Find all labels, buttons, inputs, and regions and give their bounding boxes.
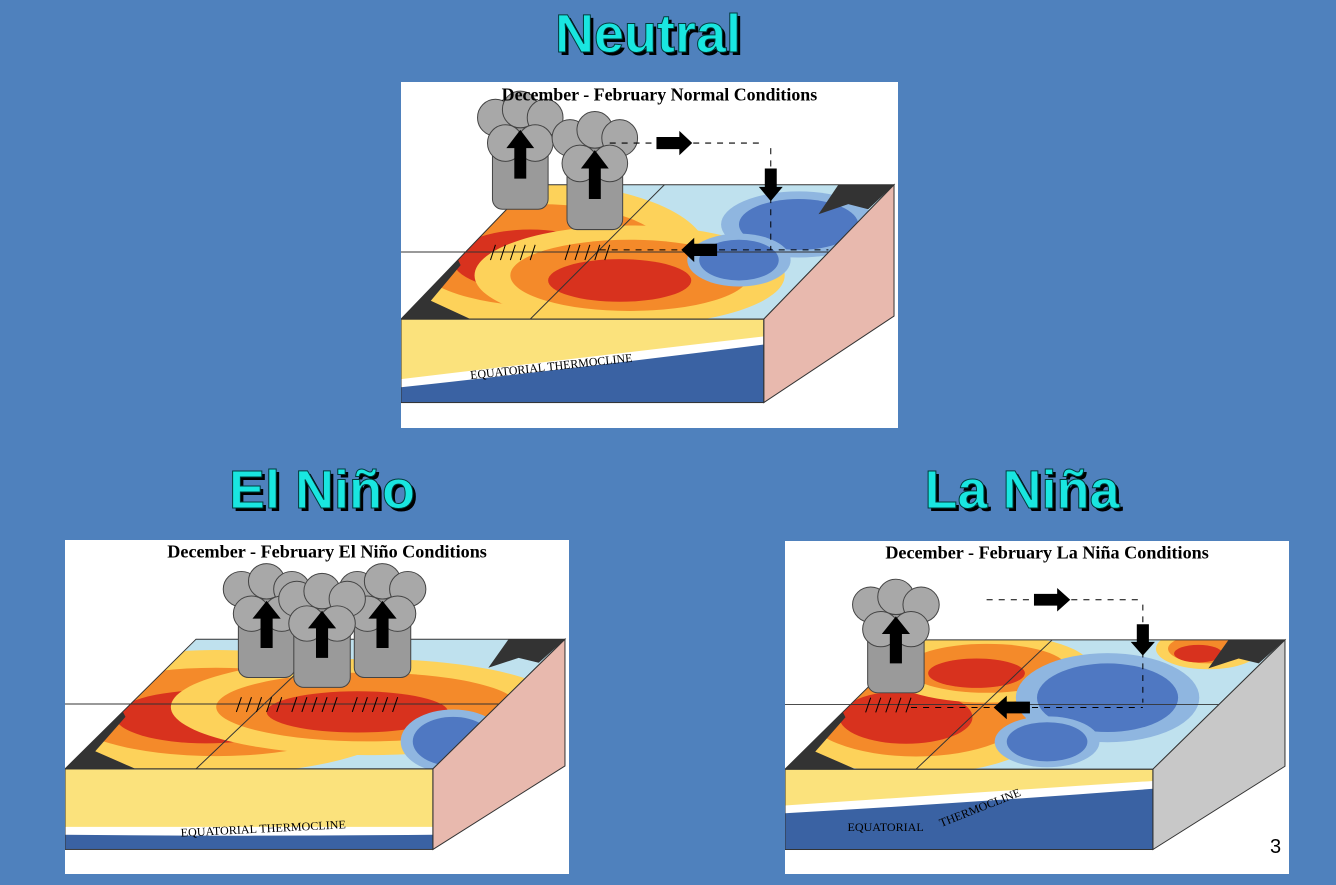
flow-arrow xyxy=(1130,624,1155,656)
updraft-arrow xyxy=(506,129,535,179)
diagram: December - February Normal ConditionsEQU… xyxy=(401,84,896,404)
slide-number: 3 xyxy=(1270,836,1282,858)
flow-arrow xyxy=(656,130,693,156)
warm-layer xyxy=(401,319,764,380)
flow-arrow xyxy=(1033,588,1071,612)
updraft-arrow xyxy=(881,616,910,664)
land xyxy=(1208,639,1285,669)
heading: La Niña xyxy=(924,460,1120,521)
warm-water xyxy=(839,690,973,744)
rain xyxy=(489,244,536,261)
caption: December - February La Niña Conditions xyxy=(885,543,1209,563)
warm-water xyxy=(548,259,692,302)
updraft-arrow xyxy=(252,600,281,649)
rain xyxy=(564,244,611,261)
land xyxy=(488,639,565,668)
flow-arrow xyxy=(993,695,1030,720)
diagram-panel: December - February La Niña Conditions EQ… xyxy=(785,541,1289,874)
warm-layer xyxy=(65,768,433,827)
front-outline xyxy=(65,768,434,850)
diagram: December - February La Niña Conditions EQ… xyxy=(785,543,1287,851)
land xyxy=(818,184,895,215)
caption: December - February Normal Conditions xyxy=(502,84,818,104)
caption: December - February El Niño Conditions xyxy=(167,542,487,562)
cold-water xyxy=(738,199,859,250)
cold-water xyxy=(1006,722,1088,762)
warm-layer xyxy=(785,769,1153,806)
rain xyxy=(351,697,399,713)
front-outline xyxy=(785,768,1154,851)
updraft-arrow xyxy=(580,150,609,200)
heading: El Niño xyxy=(229,460,416,521)
diagram: December - February El Niño ConditionsEQ… xyxy=(65,542,567,851)
warm-water xyxy=(928,658,1025,688)
updraft-arrow xyxy=(307,610,337,658)
flow-arrow xyxy=(681,237,718,263)
rain xyxy=(291,697,338,713)
diagram-panel: December - February Normal Conditions EQU… xyxy=(401,82,898,428)
updraft-arrow xyxy=(368,600,397,649)
meridian xyxy=(915,639,1053,770)
sea-surface xyxy=(785,639,1285,770)
warm-water xyxy=(266,691,449,733)
rain xyxy=(235,697,283,713)
layer-label: EQUATORIAL xyxy=(847,820,923,834)
front-outline xyxy=(401,318,765,404)
diagram-panel: December - February El Niño Conditions EQ… xyxy=(65,540,569,874)
warm-water xyxy=(1174,644,1223,663)
heading: Neutral xyxy=(554,4,742,65)
rain xyxy=(865,697,912,713)
